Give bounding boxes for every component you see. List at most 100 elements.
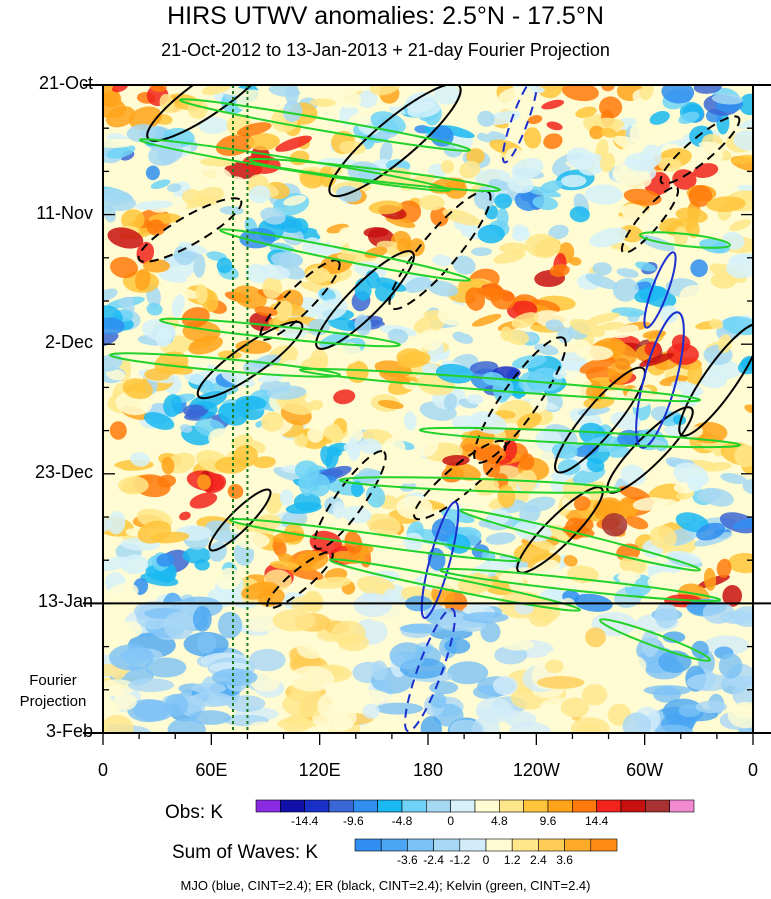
field-cell <box>146 302 163 316</box>
er-contour <box>516 486 604 574</box>
waves-colorbar-title: Sum of Waves: K <box>172 842 319 863</box>
field-cell <box>313 576 352 589</box>
projection-cell <box>581 684 608 706</box>
field-cell <box>188 335 223 355</box>
kelvin-contour <box>458 508 702 572</box>
field-cell <box>569 206 590 223</box>
field-cell <box>618 485 650 501</box>
field-cell <box>672 169 697 190</box>
chart-title: HIRS UTWV anomalies: 2.5°N - 17.5°N <box>167 2 604 30</box>
field-cell <box>733 130 753 151</box>
waves-colorbar-box <box>590 838 618 852</box>
field-cell <box>624 152 657 172</box>
field-cell <box>734 444 753 468</box>
field-cell <box>539 180 563 194</box>
field-cell <box>362 132 376 150</box>
er-contour <box>659 115 741 185</box>
y-tick-label: 11-Nov <box>36 202 93 223</box>
waves-colorbar-tick: -2.4 <box>423 853 444 867</box>
field-cell <box>285 85 299 106</box>
waves-colorbar-box <box>459 838 487 852</box>
field-cell <box>584 184 623 205</box>
field-cell <box>363 227 389 238</box>
x-tick-label: 120W <box>512 760 560 780</box>
field-cell <box>267 385 307 400</box>
field-cell <box>543 133 563 150</box>
field-cell <box>459 321 474 335</box>
field-cell <box>543 578 576 592</box>
field-cell <box>275 300 293 322</box>
obs-colorbar-box <box>377 799 403 813</box>
projection-cell <box>536 676 585 689</box>
field-cell <box>111 85 128 93</box>
projection-cell <box>331 620 366 646</box>
field-cell <box>494 193 512 209</box>
field-cell <box>560 174 587 188</box>
field-cell <box>261 411 284 432</box>
field-cell <box>118 476 149 495</box>
field-cell <box>318 288 336 302</box>
obs-colorbar-box <box>547 799 573 813</box>
projection-cell <box>732 680 753 709</box>
field-cell <box>143 259 170 273</box>
mjo-contour <box>635 311 685 449</box>
field-cell <box>440 160 455 174</box>
field-cell <box>221 370 255 388</box>
field-cell <box>161 456 175 475</box>
projection-cell <box>164 693 189 717</box>
projection-cell <box>375 702 424 715</box>
field-cell <box>466 148 485 165</box>
field-cell <box>333 389 356 405</box>
field-cell <box>720 472 747 485</box>
kelvin-contour <box>159 317 401 348</box>
field-cell <box>159 93 175 114</box>
field-cell <box>586 457 605 473</box>
field-cell <box>739 118 753 130</box>
projection-cell <box>475 697 513 724</box>
field-cell <box>688 185 713 208</box>
er-contour <box>146 85 274 142</box>
field-cell <box>613 135 650 154</box>
field-cell <box>678 111 700 125</box>
obs-colorbar-box <box>450 799 476 813</box>
kelvin-contour <box>248 157 502 193</box>
field-cell <box>382 436 406 461</box>
field-cell <box>350 481 364 498</box>
field-cell <box>601 85 615 92</box>
field-cell <box>435 363 474 384</box>
field-cell <box>118 296 134 307</box>
field-cell <box>163 394 183 417</box>
fourier-label-line2: Projection <box>19 693 87 710</box>
field-cell <box>235 532 270 550</box>
y-tick-label: 21-Oct <box>38 73 93 93</box>
field-cell <box>414 435 439 457</box>
er-contour <box>678 323 753 437</box>
field-cell <box>397 351 431 368</box>
field-cell <box>218 402 248 426</box>
field-cell <box>686 219 700 238</box>
field-cell <box>403 411 417 431</box>
field-cell <box>282 100 303 123</box>
field-cell <box>492 377 514 401</box>
x-tick-label: 60W <box>626 760 664 780</box>
field-cell <box>404 277 432 293</box>
field-cell <box>276 394 313 415</box>
field-cell <box>690 259 708 278</box>
field-cell <box>527 115 543 125</box>
er-contour <box>554 366 646 474</box>
projection-cell <box>429 692 447 709</box>
field-cell <box>405 92 436 113</box>
contour-legend-caption: MJO (blue, CINT=2.4); ER (black, CINT=2.… <box>180 878 591 893</box>
projection-cell <box>103 619 132 645</box>
projection-cell <box>189 710 231 725</box>
field-cell <box>592 262 612 276</box>
field-cell <box>694 532 733 547</box>
obs-colorbar-box <box>474 799 500 813</box>
waves-colorbar-box <box>380 838 408 852</box>
er-contour <box>266 550 334 610</box>
waves-colorbar-tick: -1.2 <box>449 853 471 867</box>
field-cell <box>506 329 530 346</box>
field-cell <box>146 219 166 236</box>
x-tick-label: 60E <box>195 760 228 780</box>
